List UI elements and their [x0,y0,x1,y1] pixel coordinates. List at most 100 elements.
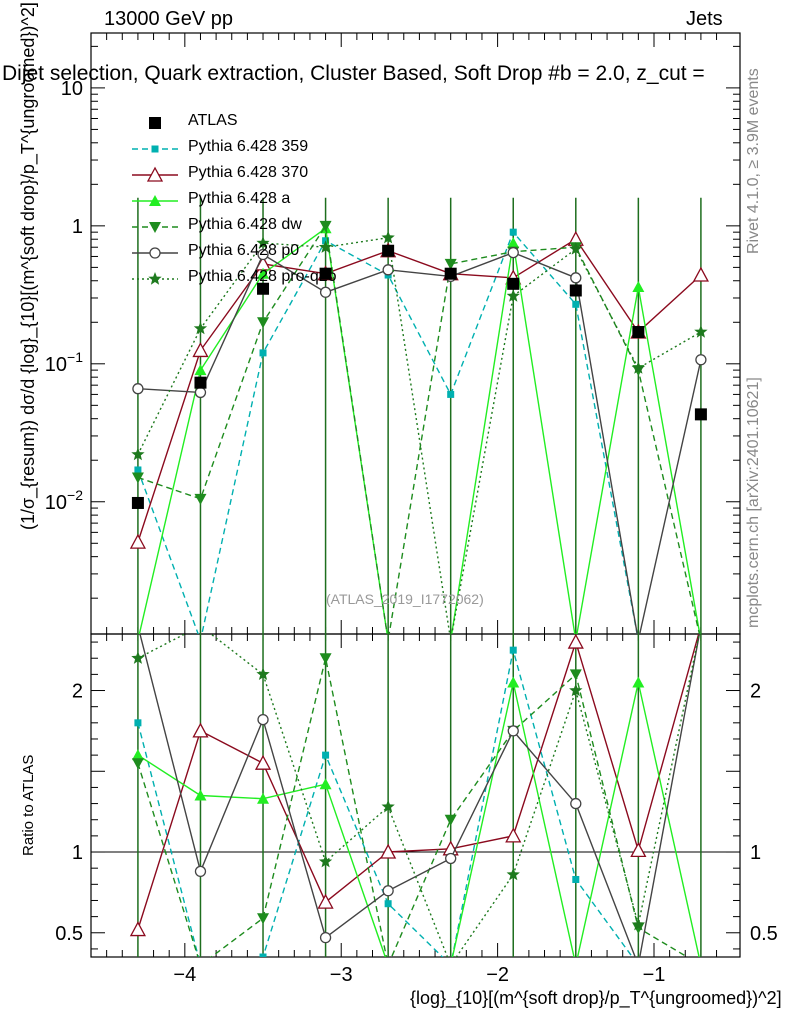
atlas-data-point [507,277,520,290]
ratio-data-point [697,962,704,969]
ratio-y-tick-label: 2 [72,681,83,703]
ratio-plot-frame [90,633,741,958]
data-point [507,246,519,259]
legend-marker [151,145,159,153]
legend-marker [149,117,161,129]
ratio-data-point [567,634,584,649]
ratio-data-point [570,797,582,810]
ratio-data-point [632,922,645,934]
ratio-data-point [509,646,517,654]
x-tick-label: −2 [486,964,509,986]
data-point [257,317,270,329]
ratio-data-point [134,719,142,727]
energy-label: 13000 GeV pp [104,8,233,30]
ratio-series-line [137,634,700,957]
legend-swatch [132,166,178,182]
ratio-data-point [194,960,206,971]
data-point [694,325,708,338]
data-point [382,264,394,276]
ratio-data-point [131,749,144,761]
legend-label: Pythia 6.428 p0 [188,242,300,259]
analysis-watermark: (ATLAS_2019_I1772062) [326,591,484,607]
x-axis-title: {log}_{10}[(m^{soft drop}/p_T^{ungroomed… [410,988,782,1008]
ratio-data-point [635,962,642,969]
series-line [137,230,638,634]
data-point [381,230,395,244]
ratio-frame-border [90,633,741,958]
data-point [192,342,209,358]
ratio-data-point [384,900,392,908]
atlas-data-point [569,284,582,297]
x-tick-label: −1 [643,964,666,986]
legend-marker [149,247,161,259]
ratio-data-point [257,913,270,925]
ratio-data-point [695,959,707,970]
legend-marker [146,166,164,182]
data-point [318,240,333,253]
data-point [509,228,517,236]
atlas-data-point [194,376,207,389]
ratio-data-point [256,667,270,680]
ratio-data-point [445,959,457,970]
ratio-data-point [569,669,582,681]
series-line [137,251,702,634]
atlas-data-point [444,267,457,280]
legend-label: Pythia 6.428 370 [188,164,309,181]
ratio-data-point [444,814,457,826]
data-point [319,286,332,298]
ratio-data-point [257,792,270,804]
data-point [193,321,208,335]
legend-label: Pythia 6.428 pro-q2o [188,268,337,285]
ratio-data-point [630,842,647,858]
legend-label: Pythia 6.428 359 [188,138,309,155]
data-point [631,361,645,374]
ratio-data-point [507,725,519,737]
legend-swatch [132,145,178,153]
ratio-y-tick-label-right: 2 [750,681,761,703]
ratio-series-layer [129,634,707,971]
tick-base: 10 [45,354,67,376]
legend-swatch [132,272,178,285]
ratio-data-point [380,843,397,859]
tick-exponent: −1 [67,349,83,365]
legend-swatch [132,247,178,259]
ratio-data-point [447,962,454,969]
ratio-data-point [507,676,520,688]
atlas-data-point [694,408,707,421]
ratio-data-point [257,713,269,726]
legend-marker [149,195,161,206]
tick-base: 10 [45,492,67,514]
ratio-data-point [505,827,522,843]
ratio-series-line [137,682,700,957]
atlas-data-point [319,267,332,280]
legend-label: ATLAS [188,112,238,129]
data-point [194,493,207,505]
ratio-series-line [137,634,700,930]
data-point [259,349,267,357]
ratio-y-tick-label: 0.5 [55,923,83,945]
ratio-data-point [382,960,394,971]
data-point [447,390,455,398]
data-point [257,248,269,261]
ratio-data-point [259,953,267,957]
data-point [129,533,147,549]
ratio-series-line [137,650,634,957]
main-y-axis-title: (1/σ_{resum}) dσ/d {log}_{10}[(m^{soft d… [18,2,38,530]
ratio-y-tick-label: 1 [72,842,83,864]
series-line [138,227,701,634]
ratio-series-line [139,634,701,957]
legend-swatch [149,117,161,129]
ratio-data-point [445,852,457,865]
atlas-data-point [257,282,270,295]
legend-swatch [132,195,178,206]
ratio-data-point [254,754,272,770]
x-tick-label: −4 [173,964,196,986]
ratio-data-point [194,865,207,878]
main-series-layer [129,197,709,634]
ratio-data-point [197,962,204,969]
series-line [137,223,701,634]
ratio-data-point [322,751,330,759]
data-point [257,267,270,279]
data-point [256,236,270,249]
